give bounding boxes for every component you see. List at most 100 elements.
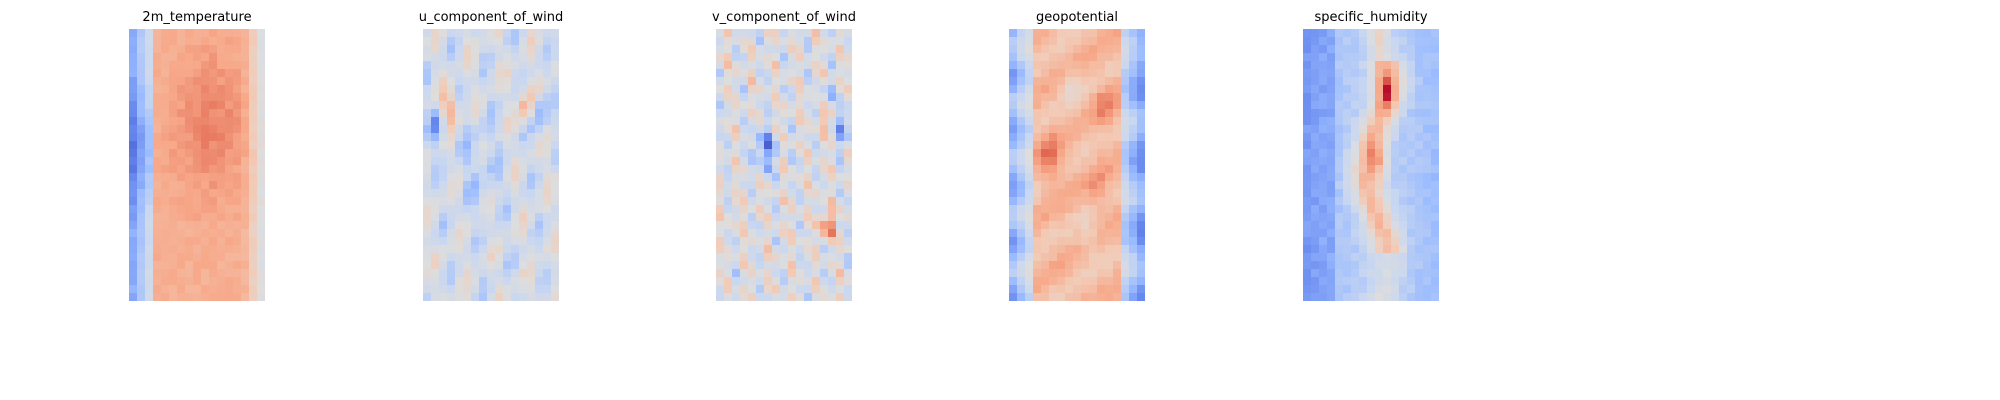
heatmap-cell (209, 293, 218, 301)
heatmap-cell (225, 77, 234, 86)
heatmap-cell (1089, 173, 1098, 182)
heatmap-cell (543, 293, 552, 301)
heatmap-cell (1359, 205, 1368, 214)
heatmap-cell (1303, 165, 1312, 174)
heatmap-cell (1431, 245, 1439, 254)
heatmap-cell (1009, 277, 1018, 286)
heatmap-cell (249, 277, 258, 286)
heatmap-cell (1383, 101, 1392, 110)
heatmap-cell (1073, 101, 1082, 110)
heatmap-cell (1415, 293, 1424, 301)
heatmap-cell (185, 117, 194, 126)
heatmap-cell (780, 205, 789, 214)
heatmap-cell (471, 173, 480, 182)
heatmap-cell (1375, 213, 1384, 222)
heatmap-cell (463, 77, 472, 86)
heatmap-cell (1089, 285, 1098, 294)
heatmap-cell (1121, 277, 1130, 286)
heatmap-cell (495, 53, 504, 62)
heatmap-cell (732, 285, 741, 294)
heatmap-cell (1041, 101, 1050, 110)
heatmap-cell (193, 261, 202, 270)
heatmap-cell (463, 157, 472, 166)
heatmap-cell (1081, 141, 1090, 150)
heatmap-cell (161, 157, 170, 166)
heatmap-cell (1335, 69, 1344, 78)
heatmap-cell (1415, 93, 1424, 102)
heatmap-cell (439, 277, 448, 286)
heatmap-cell (487, 141, 496, 150)
heatmap-cell (169, 277, 178, 286)
heatmap-cell (233, 189, 242, 198)
heatmap-cell (161, 189, 170, 198)
heatmap-cell (487, 149, 496, 158)
heatmap-cell (495, 245, 504, 254)
heatmap-cell (1009, 245, 1018, 254)
heatmap-cell (1383, 253, 1392, 262)
heatmap-cell (1391, 229, 1400, 238)
heatmap-cell (1049, 253, 1058, 262)
heatmap-cell (1383, 269, 1392, 278)
heatmap-cell (257, 253, 265, 262)
heatmap-cell (193, 197, 202, 206)
heatmap-cell (423, 229, 432, 238)
heatmap-cell (137, 205, 146, 214)
heatmap-cell (748, 205, 757, 214)
heatmap-cell (471, 77, 480, 86)
heatmap-cell (137, 61, 146, 70)
heatmap-cell (185, 245, 194, 254)
heatmap-cell (1415, 45, 1424, 54)
heatmap-cell (431, 157, 440, 166)
heatmap-cell (812, 141, 821, 150)
heatmap-cell (1097, 277, 1106, 286)
heatmap-cell (431, 293, 440, 301)
heatmap-cell (1399, 85, 1408, 94)
heatmap-cell (820, 53, 829, 62)
heatmap-cell (1121, 101, 1130, 110)
heatmap-cell (788, 157, 797, 166)
heatmap-cell (1057, 197, 1066, 206)
heatmap-cell (511, 69, 520, 78)
heatmap-cell (551, 45, 559, 54)
heatmap-cell (471, 197, 480, 206)
heatmap-cell (1391, 37, 1400, 46)
heatmap-cell (1129, 101, 1138, 110)
heatmap-cell (1311, 37, 1320, 46)
heatmap-cell (1017, 165, 1026, 174)
heatmap-cell (836, 61, 845, 70)
heatmap-cell (1391, 197, 1400, 206)
heatmap-cell (1327, 157, 1336, 166)
heatmap-cell (1391, 261, 1400, 270)
heatmap-cell (1057, 133, 1066, 142)
heatmap-cell (193, 269, 202, 278)
heatmap-cell (463, 173, 472, 182)
heatmap-cell (439, 165, 448, 174)
heatmap-cell (1311, 93, 1320, 102)
heatmap-cell (447, 101, 456, 110)
heatmap-cell (1407, 85, 1416, 94)
heatmap-cell (551, 165, 559, 174)
heatmap-cell (1017, 269, 1026, 278)
heatmap-cell (1025, 213, 1034, 222)
heatmap-cell (1367, 77, 1376, 86)
heatmap-cell (1391, 253, 1400, 262)
heatmap-cell (844, 141, 852, 150)
heatmap-cell (1311, 221, 1320, 230)
heatmap-cell (836, 93, 845, 102)
heatmap-cell (503, 101, 512, 110)
heatmap-cell (495, 109, 504, 118)
heatmap-cell (479, 173, 488, 182)
heatmap-cell (1017, 69, 1026, 78)
heatmap-cell (1303, 205, 1312, 214)
heatmap-cell (225, 277, 234, 286)
heatmap-cell (1415, 149, 1424, 158)
heatmap-cell (193, 277, 202, 286)
heatmap-cell (1415, 133, 1424, 142)
heatmap-cell (1057, 237, 1066, 246)
heatmap-cell (161, 245, 170, 254)
heatmap-cell (193, 157, 202, 166)
heatmap-cell (1105, 101, 1114, 110)
heatmap-cell (137, 149, 146, 158)
heatmap-cell (1033, 261, 1042, 270)
heatmap-cell (233, 53, 242, 62)
